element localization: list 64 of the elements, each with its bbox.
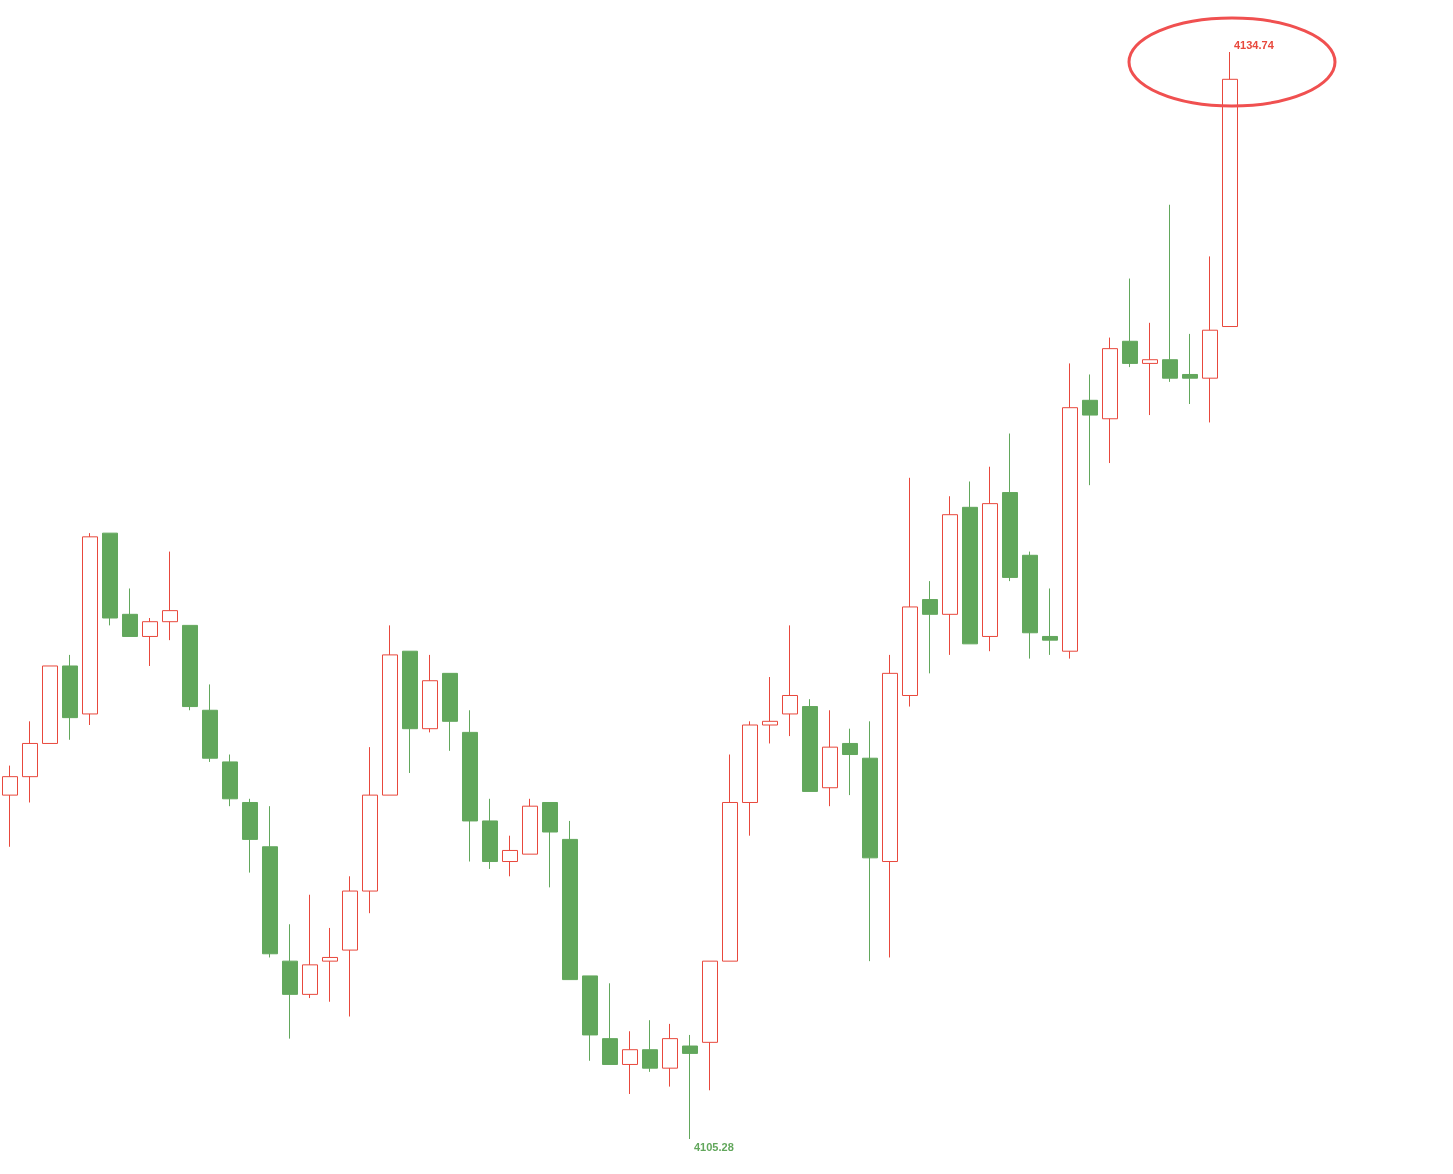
candlestick (1222, 51, 1238, 328)
candlestick (382, 624, 398, 796)
candlestick (122, 587, 138, 637)
candlestick (302, 894, 318, 999)
candlestick (62, 654, 78, 741)
candlestick (1062, 362, 1078, 660)
candlestick (962, 480, 978, 645)
candlestick (582, 975, 598, 1062)
candlestick (1002, 433, 1018, 582)
candlestick (482, 798, 498, 870)
candlestick (42, 665, 58, 744)
candlestick (602, 982, 618, 1065)
candlestick (182, 624, 198, 711)
candlestick (1162, 204, 1178, 383)
candlestick (722, 754, 738, 962)
candlestick (322, 927, 338, 1003)
candlestick (1102, 337, 1118, 464)
candlestick (742, 720, 758, 837)
candlestick (502, 835, 518, 877)
candlestick (622, 1030, 638, 1095)
candlestick (362, 746, 378, 914)
candlestick (682, 1034, 698, 1140)
candlestick (1122, 278, 1138, 368)
candlestick (1042, 587, 1058, 656)
candlestick (1082, 373, 1098, 486)
candlestick (442, 672, 458, 752)
candlestick (922, 580, 938, 674)
candlestick (902, 477, 918, 708)
candlestick (82, 532, 98, 726)
candlestick (542, 801, 558, 888)
candlestick (262, 805, 278, 958)
candlestick (282, 923, 298, 1040)
text: 4134.74 (1234, 38, 1275, 51)
candlestick (862, 720, 878, 962)
candlestick (522, 798, 538, 855)
candlestick (942, 495, 958, 656)
candlestick (22, 720, 38, 803)
candlestick (982, 466, 998, 652)
candlestick (162, 551, 178, 641)
candlestick (462, 709, 478, 863)
candlestick (642, 1019, 658, 1073)
candlestick (222, 754, 238, 807)
candlestick (242, 798, 258, 874)
candlestick (422, 654, 438, 733)
candlestick (102, 532, 118, 626)
candlestick (202, 683, 218, 763)
candlestick (782, 624, 798, 737)
candlestick (342, 875, 358, 1017)
candlestick (802, 698, 818, 792)
candlestick (1022, 551, 1038, 660)
candlestick (662, 1023, 678, 1088)
candlestick (702, 960, 718, 1091)
candlestick (822, 709, 838, 807)
candlestick (882, 654, 898, 958)
candlestick (1142, 322, 1158, 416)
candlestick (842, 728, 858, 796)
text: 4105.28 (694, 1140, 734, 1153)
candlestick (2, 765, 18, 848)
candlestick (402, 650, 418, 774)
candlestick (562, 820, 578, 981)
candlestick (1182, 333, 1198, 405)
candlestick (142, 617, 158, 667)
candlestick (1202, 255, 1218, 423)
candlestick (762, 676, 778, 744)
